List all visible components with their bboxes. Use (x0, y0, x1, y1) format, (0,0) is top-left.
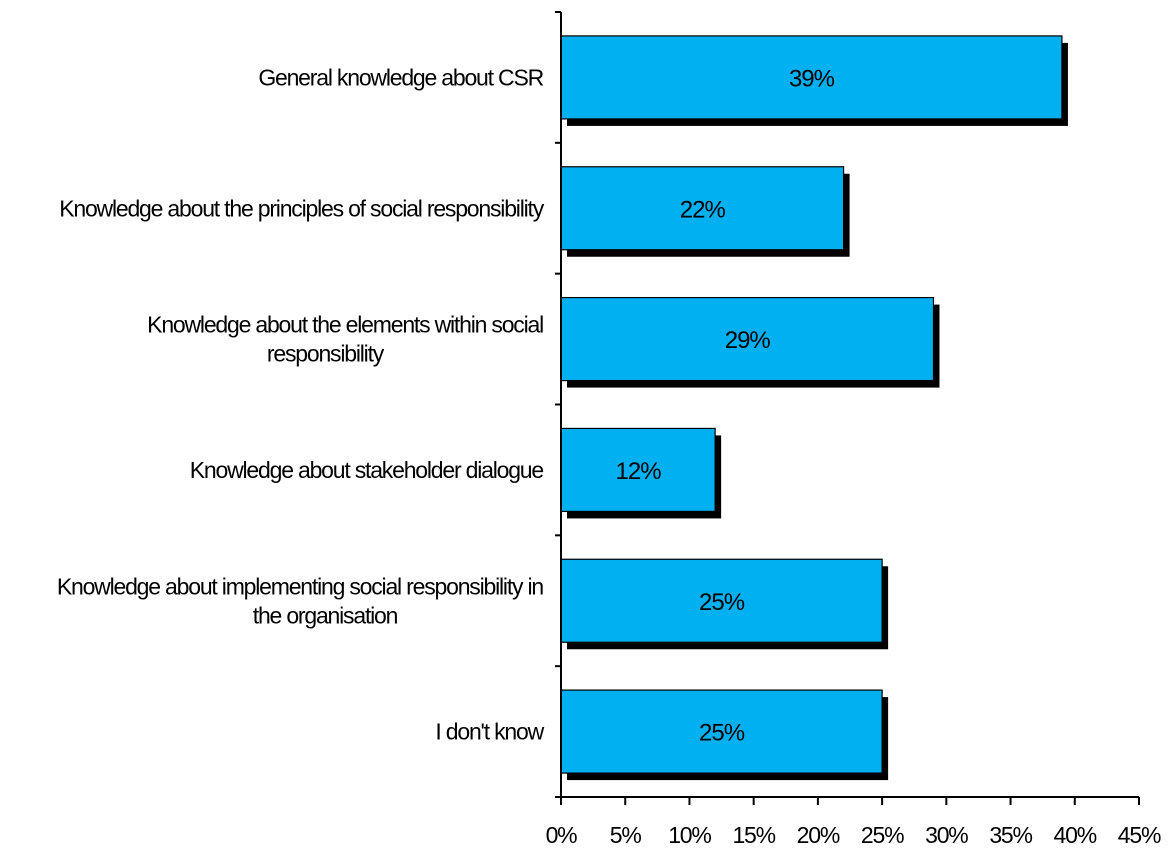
category-label: General knowledge about CSR (258, 64, 543, 90)
bar-data-label: 22% (680, 196, 726, 223)
category-label: I don't know (435, 719, 544, 745)
x-tick-label: 35% (989, 822, 1032, 848)
bar-data-label: 25% (699, 720, 745, 747)
category-label: Knowledge about the principles of social… (59, 195, 544, 221)
axes (555, 11, 1139, 798)
x-tick-label: 15% (732, 822, 775, 848)
x-tick-label: 30% (925, 822, 968, 848)
x-tick-label: 0% (546, 822, 578, 848)
x-tick-label: 25% (861, 822, 904, 848)
category-label: Knowledge about the elements within soci… (147, 312, 543, 338)
bar-data-label: 29% (725, 327, 771, 354)
bar-data-label: 12% (616, 458, 662, 485)
bar-shadows (567, 42, 1068, 781)
bar (560, 427, 716, 513)
bar-data-label: 25% (699, 589, 745, 616)
category-label: Knowledge about implementing social resp… (57, 573, 544, 599)
bar (560, 296, 935, 382)
x-tick-label: 45% (1118, 822, 1161, 848)
category-label: Knowledge about stakeholder dialogue (190, 457, 544, 483)
x-axis-ticks: 0% 5% 10% 15% 20% 25% 30% 35% 40% 45% (546, 797, 1162, 848)
bar (560, 558, 883, 643)
x-tick-label: 20% (797, 822, 840, 848)
bar (560, 689, 883, 774)
category-label: the organisation (253, 602, 398, 628)
category-label: responsibility (267, 341, 385, 367)
category-labels: General knowledge about CSR Knowledge abo… (57, 64, 546, 745)
x-tick-label: 10% (668, 822, 711, 848)
bar-data-labels: 39% 22% 29% 12% 25% 25% (616, 65, 836, 747)
bar-data-label: 39% (789, 65, 835, 92)
x-tick-label: 5% (610, 822, 642, 848)
bars (560, 35, 1063, 774)
bar (560, 166, 845, 251)
x-tick-label: 40% (1054, 822, 1097, 848)
bar (560, 35, 1063, 120)
